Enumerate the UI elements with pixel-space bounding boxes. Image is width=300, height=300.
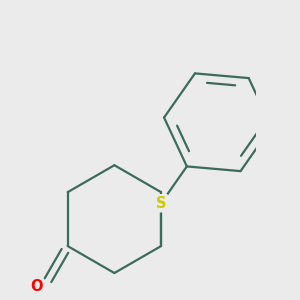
Text: S: S [156,196,166,211]
Text: O: O [30,279,43,294]
